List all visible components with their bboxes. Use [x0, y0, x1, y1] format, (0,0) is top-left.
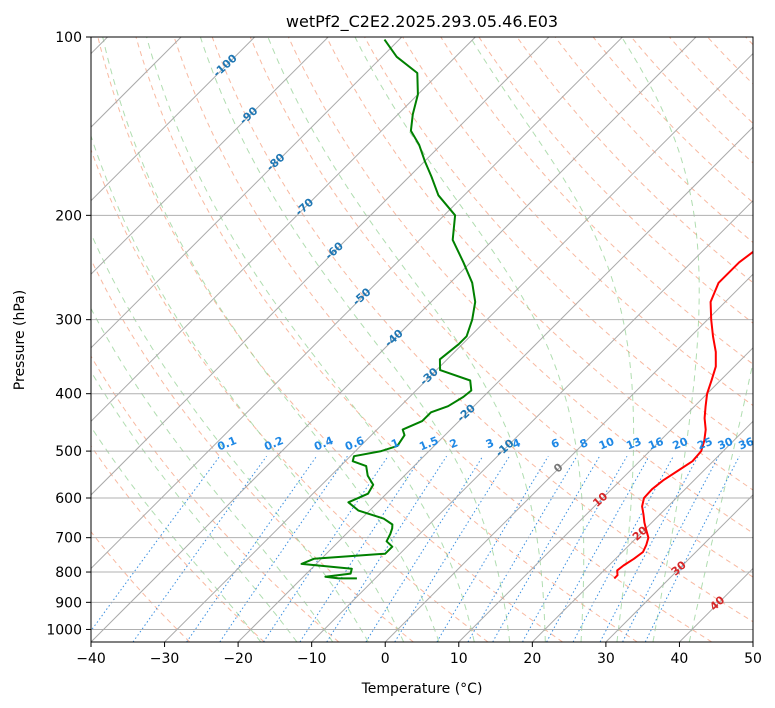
mixing-ratio-label: 30: [716, 435, 735, 453]
chart-title: wetPf2_C2E2.2025.293.05.46.E03: [286, 12, 558, 32]
x-tick-label: 40: [671, 651, 689, 667]
x-tick-label: 50: [744, 651, 762, 667]
moist-adiabat: [199, 37, 511, 642]
mixing-ratio-line: [436, 455, 549, 642]
x-tick-label: −10: [297, 651, 327, 667]
temperature-profile-line: [613, 250, 753, 580]
dewpoint-profile-line: [300, 39, 477, 580]
moist-adiabat: [91, 134, 405, 642]
mixing-ratio-label: 1: [389, 436, 401, 451]
y-tick-label: 600: [55, 491, 82, 507]
isotherm-line: [237, 126, 753, 642]
mixing-ratio-line: [599, 455, 699, 642]
dry-adiabat: [554, 37, 753, 244]
moist-adiabat: [91, 232, 369, 642]
mixing-ratio-line: [299, 455, 423, 642]
y-tick-label: 400: [55, 387, 82, 403]
mixing-ratio-label: 10: [597, 435, 616, 453]
mixing-ratio-line: [91, 455, 221, 632]
mixing-ratio-label: 20: [671, 435, 690, 453]
isotherm-line: [605, 494, 753, 642]
dry-adiabat: [135, 37, 638, 642]
isotherm-line: [91, 37, 256, 202]
isotherm-line: [311, 199, 753, 642]
mixing-ratio-line: [522, 455, 628, 642]
moist-adiabat: [621, 37, 700, 642]
mixing-ratio-line: [394, 455, 510, 642]
dry-adiabat: [326, 37, 753, 491]
isotherm-line: [91, 37, 476, 423]
moist-adiabat: [688, 360, 753, 642]
y-tick-label: 1000: [46, 622, 82, 638]
mixing-ratio-label: 8: [578, 436, 590, 451]
dry-adiabat: [287, 37, 753, 534]
mixing-ratio-line: [644, 455, 740, 642]
y-tick-label: 900: [55, 595, 82, 611]
x-tick-label: 0: [381, 651, 390, 667]
moist-adiabat: [102, 37, 440, 642]
isotherm-line: [91, 37, 403, 349]
y-tick-label: 800: [55, 565, 82, 581]
dry-adiabat: [91, 355, 340, 642]
mixing-ratio-label: 2: [448, 436, 460, 451]
x-tick-label: 20: [523, 651, 541, 667]
moist-adiabat: [267, 37, 546, 642]
mixing-ratio-line: [326, 455, 448, 642]
mixing-ratio-label: 25: [695, 435, 714, 453]
y-tick-label: 700: [55, 531, 82, 547]
x-tick-label: −30: [150, 651, 180, 667]
isotherm-line: [164, 52, 753, 642]
moist-adiabat: [354, 37, 585, 642]
y-axis-label: Pressure (hPa): [12, 290, 28, 390]
y-tick-label: 200: [55, 208, 82, 224]
dry-adiabat: [249, 37, 753, 578]
x-tick-label: −40: [76, 651, 106, 667]
isotherm-line: [91, 37, 550, 496]
dry-adiabat: [516, 37, 753, 284]
mixing-ratio-line: [263, 455, 389, 642]
isotherm-line: [531, 420, 753, 642]
plot-frame: [90, 36, 754, 643]
x-tick-label: 10: [450, 651, 468, 667]
mixing-ratio-label: 13: [624, 435, 643, 453]
mixing-ratio-label: 16: [646, 435, 665, 453]
dry-adiabat: [440, 37, 753, 365]
moist-adiabat: [91, 370, 298, 642]
dry-adiabat: [211, 37, 753, 623]
isotherm-line: [91, 37, 329, 275]
moist-adiabat: [146, 37, 475, 642]
mixing-ratio-line: [365, 455, 484, 642]
mixing-ratio-line: [186, 455, 318, 642]
y-tick-label: 300: [55, 313, 82, 329]
dry-adiabat: [630, 37, 753, 164]
x-tick-label: −20: [223, 651, 253, 667]
isotherm-line: [91, 37, 697, 642]
isotherm-line: [91, 37, 623, 570]
mixing-ratio-line: [622, 455, 720, 642]
moist-adiabat: [91, 426, 262, 642]
dry-adiabat: [402, 37, 753, 407]
dry-adiabat: [91, 531, 191, 642]
dry-adiabat: [478, 37, 753, 324]
mixing-ratio-label: 3: [484, 436, 496, 451]
isotherm-line: [384, 273, 753, 642]
mixing-ratio-line: [219, 455, 348, 642]
mixing-ratio-line: [572, 455, 674, 642]
dry-adiabat: [592, 37, 753, 204]
y-tick-label: 500: [55, 444, 82, 460]
x-tick-label: 30: [597, 651, 615, 667]
mixing-ratio-line: [546, 455, 650, 642]
mixing-ratio-label: 36: [737, 435, 756, 453]
isotherm-line: [458, 347, 753, 642]
y-tick-label: 100: [55, 30, 82, 46]
x-axis-label: Temperature (°C): [361, 681, 483, 697]
